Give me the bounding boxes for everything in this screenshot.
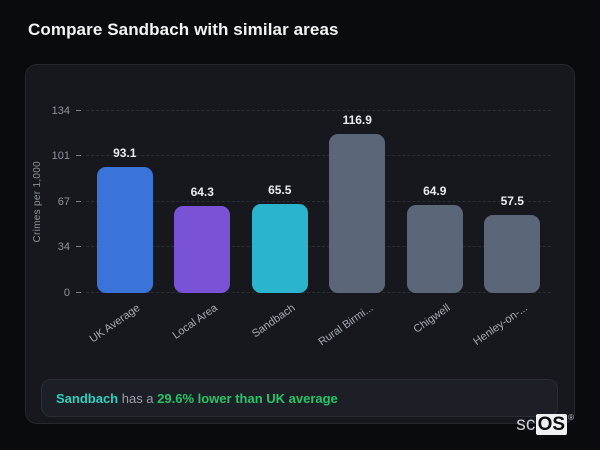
x-axis-label: Sandbach xyxy=(250,302,298,341)
bar-group-uk-average: 93.1 UK Average xyxy=(88,111,153,345)
gridline: 67 xyxy=(58,196,551,208)
logo-prefix: sc xyxy=(516,414,536,435)
y-tick-label: 34 xyxy=(57,240,70,253)
bar-group-henley-on: 57.5 Henley-on-... xyxy=(472,111,541,348)
registered-trademark-icon: ® xyxy=(568,413,574,422)
bar-value-label: 93.1 xyxy=(113,145,137,160)
plot-area: Crimes per 1,000 0 34 67 101 134 93.1 UK Avera… xyxy=(32,105,551,348)
chart-card: Crimes per 1,000 0 34 67 101 134 93.1 UK Avera… xyxy=(25,64,575,424)
bar-value-label: 64.3 xyxy=(190,184,214,199)
y-tick-label: 0 xyxy=(63,287,70,299)
bar: 64.3 xyxy=(174,185,231,293)
bar-group-local-area: 64.3 Local Area xyxy=(171,111,231,342)
summary-highlight: 29.6% lower than UK average xyxy=(157,390,338,406)
bar-group-chigwell: 64.9 Chigwell xyxy=(406,111,463,336)
bar-value-label: 64.9 xyxy=(423,183,447,198)
bar: 57.5 xyxy=(484,194,541,293)
summary-connector: has a xyxy=(118,390,158,406)
bar-value-label: 65.5 xyxy=(268,183,292,198)
x-axis-label: Henley-on-... xyxy=(471,302,531,348)
gridline: 134 xyxy=(52,105,551,117)
y-tick-mark xyxy=(76,245,81,247)
bar-group-rural-birmi: 116.9 Rural Birmi... xyxy=(316,111,386,348)
bar: 65.5 xyxy=(251,183,308,293)
y-tick-label: 67 xyxy=(57,196,70,208)
y-tick-label: 101 xyxy=(51,149,70,162)
bars-container: 93.1 UK Average 64.3 Local Area 65.5 Sandbach… xyxy=(86,111,551,348)
x-axis-label: UK Average xyxy=(88,302,143,346)
bar-value-label: 116.9 xyxy=(342,113,372,128)
bar: 93.1 xyxy=(96,146,153,293)
y-axis-title-text: Crimes per 1,000 xyxy=(32,161,43,243)
gridline: 101 xyxy=(52,150,551,162)
y-tick-mark xyxy=(76,154,81,156)
page-title: Compare Sandbach with similar areas xyxy=(28,20,339,39)
bar: 116.9 xyxy=(329,113,386,293)
summary-subject: Sandbach xyxy=(56,390,119,406)
logo-suffix: OS xyxy=(535,414,568,435)
gridline: 34 xyxy=(58,241,551,253)
y-tick-label: 134 xyxy=(51,105,70,117)
scos-logo: sc OS ® xyxy=(516,414,574,435)
x-axis-label: Local Area xyxy=(170,302,221,342)
x-axis-label: Rural Birmi... xyxy=(316,302,376,349)
y-tick-mark xyxy=(76,201,81,202)
x-axis-label: Chigwell xyxy=(411,302,453,336)
y-tick-mark xyxy=(76,110,81,111)
y-tick-mark xyxy=(76,292,81,293)
bar: 64.9 xyxy=(406,184,463,293)
gridline: 0 xyxy=(64,287,551,299)
y-axis-title: Crimes per 1,000 xyxy=(32,111,43,293)
bar-group-sandbach: 65.5 Sandbach xyxy=(250,111,308,340)
summary-box: Sandbach has a 29.6% lower than UK avera… xyxy=(41,379,558,417)
bar-value-label: 57.5 xyxy=(500,193,524,208)
